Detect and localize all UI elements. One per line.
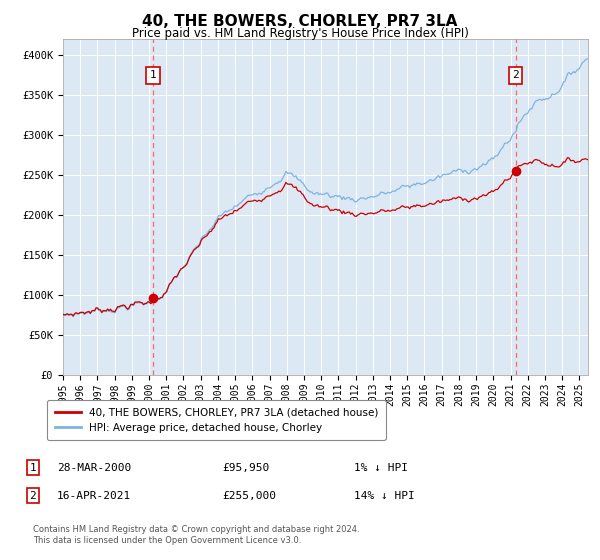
Text: £95,950: £95,950 (222, 463, 269, 473)
Text: 40, THE BOWERS, CHORLEY, PR7 3LA: 40, THE BOWERS, CHORLEY, PR7 3LA (142, 14, 458, 29)
Text: 2: 2 (512, 70, 519, 80)
Text: 28-MAR-2000: 28-MAR-2000 (57, 463, 131, 473)
Legend: 40, THE BOWERS, CHORLEY, PR7 3LA (detached house), HPI: Average price, detached : 40, THE BOWERS, CHORLEY, PR7 3LA (detach… (47, 400, 386, 440)
Text: Contains HM Land Registry data © Crown copyright and database right 2024.
This d: Contains HM Land Registry data © Crown c… (33, 525, 359, 545)
Text: Price paid vs. HM Land Registry's House Price Index (HPI): Price paid vs. HM Land Registry's House … (131, 27, 469, 40)
Text: 1: 1 (150, 70, 157, 80)
Text: 2: 2 (29, 491, 37, 501)
Text: 16-APR-2021: 16-APR-2021 (57, 491, 131, 501)
Text: 1% ↓ HPI: 1% ↓ HPI (354, 463, 408, 473)
Text: 14% ↓ HPI: 14% ↓ HPI (354, 491, 415, 501)
Text: £255,000: £255,000 (222, 491, 276, 501)
Text: 1: 1 (29, 463, 37, 473)
